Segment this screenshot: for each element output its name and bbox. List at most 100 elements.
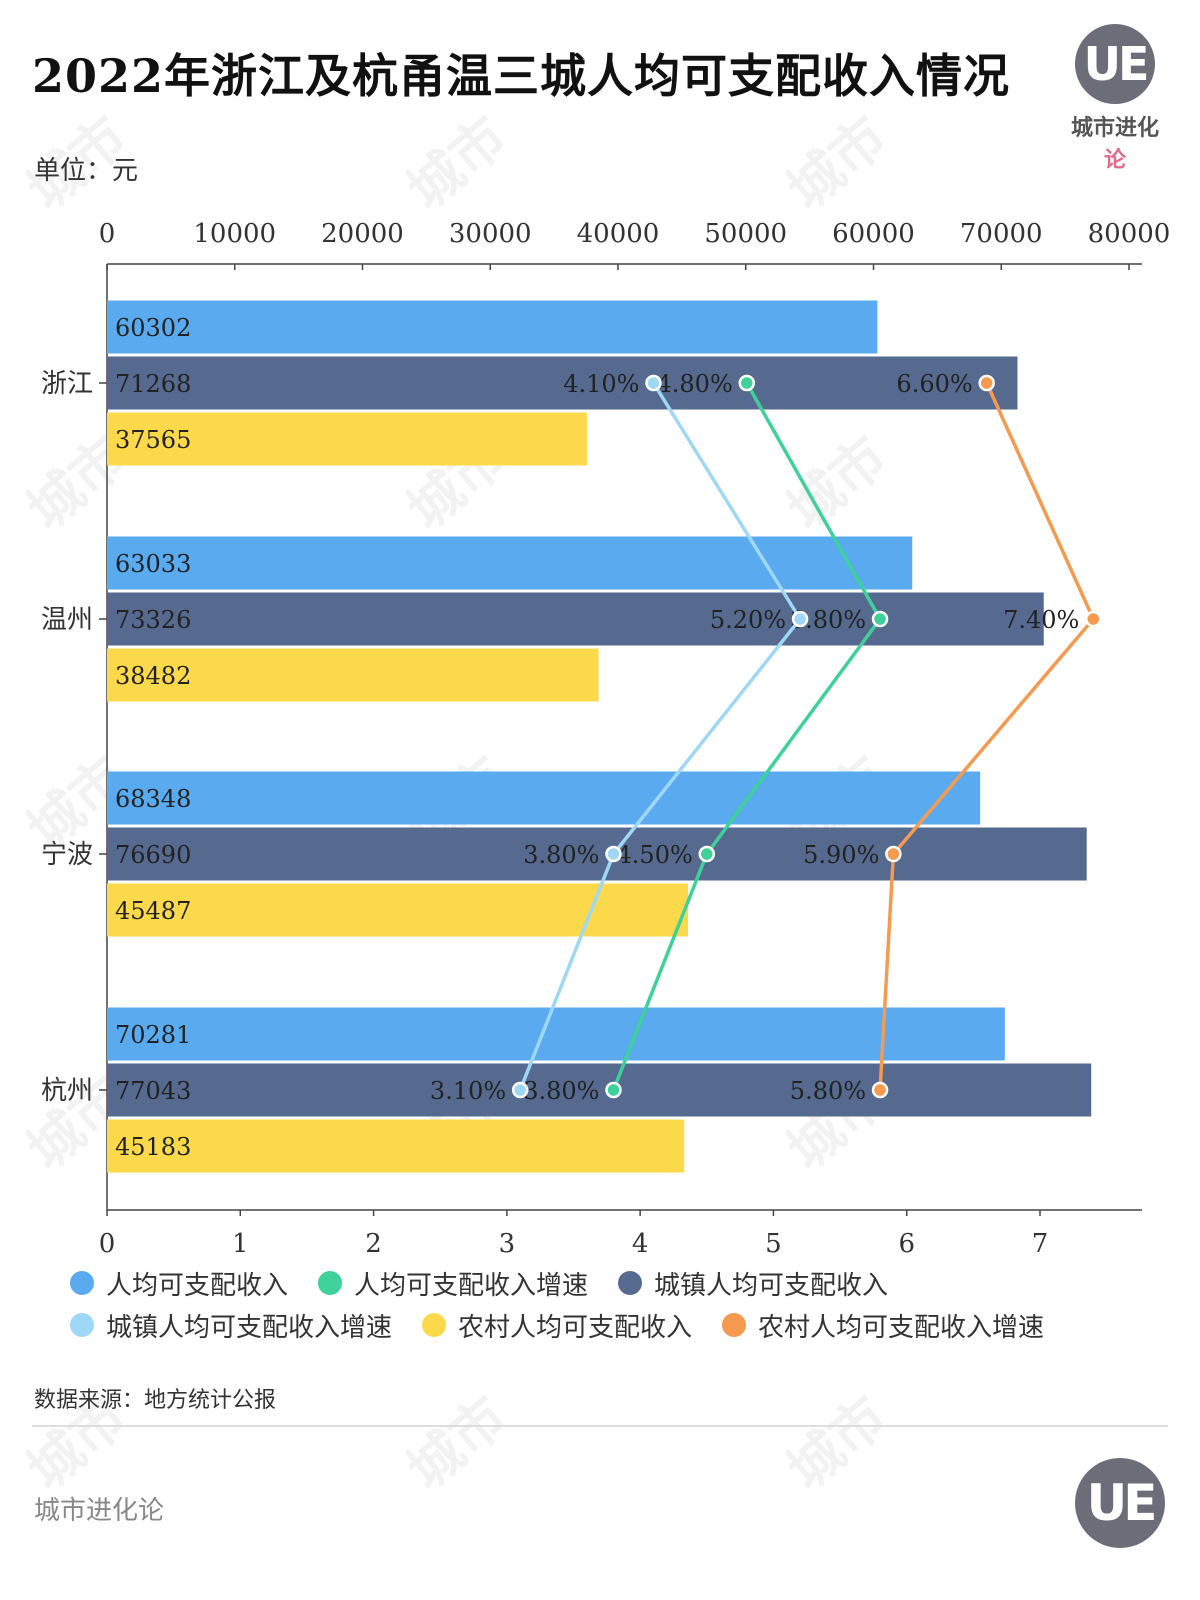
watermark-text: 城市 (395, 1384, 519, 1503)
divider (32, 1425, 1168, 1427)
chart-legend: 人均可支配收入 人均可支配收入增速 城镇人均可支配收入城镇人均可支配收入增速 农村人均… (70, 1268, 1170, 1343)
growth-point-label: 5.90% (803, 841, 879, 869)
bottom-axis-tick-label: 6 (898, 1229, 915, 1259)
growth-point (791, 610, 809, 628)
top-axis-tick-label: 20000 (321, 219, 404, 249)
logo-text-main: 城市进化 (1070, 115, 1159, 141)
bar (107, 883, 689, 937)
bar-value-label: 63033 (115, 550, 191, 578)
legend-swatch-icon (618, 1271, 643, 1295)
legend-label: 农村人均可支配收入 (458, 1312, 693, 1343)
growth-point (738, 374, 756, 392)
bottom-axis-tick-label: 4 (632, 1229, 649, 1259)
bar (107, 592, 1044, 646)
brand-logo: UE 城市进化论 (1060, 20, 1170, 173)
top-axis-tick-label: 80000 (1088, 219, 1171, 249)
growth-point-label: 3.10% (430, 1077, 506, 1105)
footer-ue-logo-icon: UE (1075, 1458, 1165, 1548)
category-label: 温州 (41, 605, 93, 635)
bar-value-label: 77043 (115, 1077, 191, 1105)
bar-value-label: 73326 (115, 606, 191, 634)
bar (107, 648, 599, 702)
growth-line (611, 382, 882, 1091)
footer-brand: 城市进化论 (34, 1496, 165, 1526)
bar (107, 1007, 1005, 1061)
top-axis-tick-label: 10000 (193, 219, 276, 249)
logo-text-accent: 论 (1103, 147, 1126, 173)
bar-value-label: 45183 (115, 1133, 191, 1161)
bottom-axis-tick-label: 3 (499, 1229, 516, 1259)
bottom-axis-tick-label: 0 (99, 1229, 116, 1259)
bar (107, 412, 587, 466)
growth-point-label: 6.60% (896, 370, 972, 398)
bar (107, 1119, 685, 1173)
legend-item: 城镇人均可支配收入增速 (70, 1310, 392, 1343)
legend-label: 农村人均可支配收入增速 (758, 1312, 1045, 1343)
legend-label: 人均可支配收入 (106, 1270, 289, 1301)
top-axis-tick-label: 70000 (960, 219, 1043, 249)
data-source: 数据来源：地方统计公报 (34, 1388, 277, 1413)
bar-value-label: 38482 (115, 662, 191, 690)
growth-point-label: 4.50% (617, 841, 693, 869)
bar-value-label: 70281 (115, 1021, 191, 1049)
growth-point-label: 5.20% (710, 606, 786, 634)
top-axis-tick-label: 40000 (577, 219, 660, 249)
legend-label: 城镇人均可支配收入 (654, 1270, 889, 1301)
bar (107, 771, 981, 825)
growth-point (1085, 610, 1102, 628)
ue-logo-icon: UE (1075, 24, 1155, 104)
bottom-axis-tick-label: 1 (232, 1229, 249, 1259)
growth-point (605, 845, 622, 863)
bottom-axis-tick-label: 7 (1032, 1229, 1049, 1259)
growth-point-label: 7.40% (1003, 606, 1079, 634)
growth-point (978, 374, 995, 392)
bar (107, 356, 1018, 410)
growth-line (518, 382, 802, 1091)
bar-value-label: 76690 (115, 841, 191, 869)
growth-point (645, 374, 662, 392)
category-label: 杭州 (41, 1076, 93, 1106)
legend-label: 人均可支配收入增速 (354, 1270, 589, 1301)
unit-label: 单位：元 (34, 156, 139, 186)
top-axis-tick-label: 50000 (704, 219, 787, 249)
bar (107, 536, 913, 590)
legend-item: 农村人均可支配收入增速 (722, 1310, 1044, 1343)
bar-value-label: 60302 (115, 314, 191, 342)
watermark-text: 城市 (775, 1384, 899, 1503)
top-axis-tick-label: 0 (99, 219, 116, 249)
bar-value-label: 68348 (115, 785, 191, 813)
growth-point-label: 3.80% (523, 1077, 599, 1105)
income-chart: 0 10000 20000 30000 40000 50000 60000 70000 8000… (41, 219, 1171, 1259)
growth-point (698, 845, 716, 863)
growth-point (871, 1081, 889, 1099)
bar-value-label: 45487 (115, 897, 191, 925)
bar (107, 300, 878, 354)
growth-point (871, 610, 889, 628)
bar (107, 1063, 1092, 1117)
growth-point (885, 845, 902, 863)
bar-value-label: 71268 (115, 370, 191, 398)
legend-label: 城镇人均可支配收入增速 (106, 1312, 393, 1343)
legend-swatch-icon (70, 1271, 94, 1295)
logo-text: 城市进化论 (1060, 110, 1170, 174)
legend-item: 城镇人均可支配收入 (618, 1268, 888, 1301)
growth-point (511, 1081, 529, 1099)
legend-item: 农村人均可支配收入 (422, 1310, 692, 1343)
legend-item: 人均可支配收入 (70, 1268, 288, 1301)
growth-point (605, 1081, 622, 1099)
growth-point-label: 3.80% (523, 841, 599, 869)
bottom-axis-tick-label: 2 (365, 1229, 382, 1259)
growth-point-label: 4.10% (563, 370, 639, 398)
legend-swatch-icon (722, 1313, 747, 1337)
legend-swatch-icon (422, 1313, 447, 1337)
growth-line (878, 382, 1096, 1091)
bar-value-label: 37565 (115, 426, 191, 454)
top-axis-tick-label: 30000 (449, 219, 532, 249)
category-label: 宁波 (41, 840, 93, 870)
legend-swatch-icon (318, 1271, 343, 1295)
legend-swatch-icon (70, 1313, 94, 1337)
category-label: 浙江 (41, 369, 93, 399)
bottom-axis-tick-label: 5 (765, 1229, 782, 1259)
growth-point-label: 5.80% (790, 1077, 866, 1105)
growth-point-label: 4.80% (657, 370, 733, 398)
